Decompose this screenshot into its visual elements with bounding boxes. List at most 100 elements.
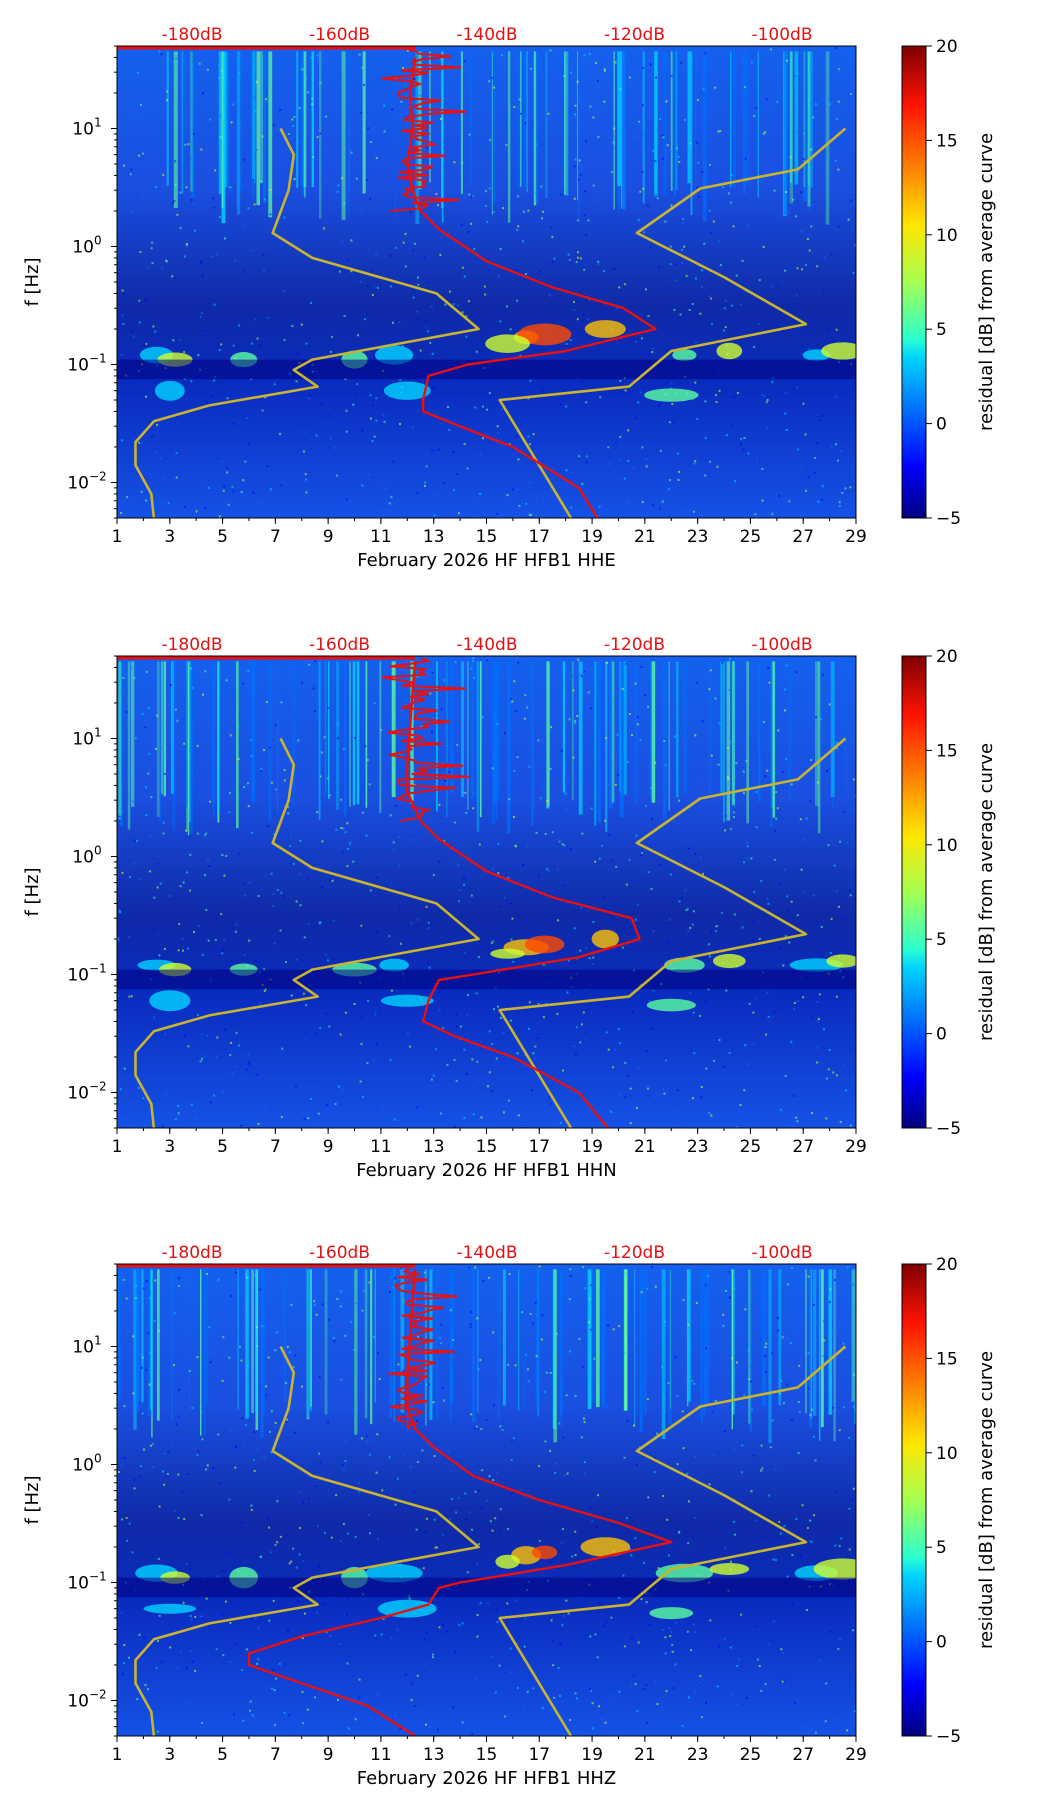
spectrogram-pixel [789,1342,792,1345]
microseism-blob [524,935,565,954]
spectrogram-pixel [142,152,144,155]
spectrogram-pixel [638,120,641,123]
spectrogram-pixel [669,873,672,876]
spectrogram-pixel [361,66,364,69]
spectrogram-streak [188,1269,190,1409]
spectrogram-pixel [252,96,255,99]
spectrogram-pixel [667,941,670,944]
microseism-blob [490,948,525,959]
spectrogram-pixel [715,925,718,928]
spectrogram-streak [769,661,773,828]
spectrogram-pixel [145,499,148,502]
spectrogram-pixel [182,949,184,952]
spectrogram-pixel [275,1331,278,1334]
spectrogram-pixel [486,1499,489,1502]
spectrogram-pixel [816,265,819,268]
spectrogram-streak [592,1269,596,1403]
spectrogram-pixel [811,1408,814,1411]
spectrogram-pixel [250,1508,253,1511]
spectrogram-pixel [656,1432,659,1435]
spectrogram-pixel [392,841,395,844]
spectrogram-pixel [280,1115,283,1118]
spectrogram-pixel [676,1111,679,1114]
spectrogram-pixel [700,857,702,860]
spectrogram-pixel [314,1485,317,1487]
spectrogram-pixel [645,1601,648,1604]
spectrogram-pixel [360,1300,363,1303]
spectrogram-pixel [573,309,576,312]
spectrogram-pixel [211,197,214,200]
spectrogram-pixel [145,1280,148,1283]
spectrogram-pixel [361,811,364,814]
spectrogram-pixel [247,1063,250,1065]
spectrogram-pixel [759,721,762,724]
spectrogram-pixel [707,1274,710,1277]
spectrogram-pixel [578,159,581,162]
spectrogram-streak [429,1269,433,1420]
spectrogram-pixel [458,1624,461,1627]
spectrogram-pixel [172,339,175,342]
spectrogram-pixel [150,247,153,250]
spectrogram-pixel [667,488,670,491]
spectrogram-pixel [131,1551,134,1554]
spectrogram-pixel [468,1266,471,1269]
spectrogram-pixel [571,1555,574,1558]
spectrogram-pixel [513,680,516,683]
spectrogram-pixel [264,1105,267,1108]
spectrogram-pixel [392,848,395,851]
spectrogram-streak [319,51,322,219]
db-axis-label: -180dB [161,635,222,655]
spectrogram-pixel [764,1346,767,1348]
spectrogram-pixel [639,739,642,742]
spectrogram-pixel [208,1352,210,1355]
spectrogram-pixel [853,1710,856,1713]
spectrogram-pixel [143,1274,145,1276]
spectrogram-pixel [225,679,228,682]
spectrogram-pixel [630,1684,633,1687]
spectrogram-pixel [810,759,812,761]
spectrogram-pixel [646,1398,649,1401]
spectrogram-pixel [752,920,755,923]
spectrogram-pixel [366,1440,369,1443]
spectrogram-pixel [646,1287,649,1290]
spectrogram-streak [300,51,304,188]
spectrogram-pixel [324,181,327,184]
spectrogram-pixel [282,290,285,293]
spectrogram-pixel [158,1330,161,1332]
spectrogram-pixel [227,503,230,506]
spectrogram-pixel [319,775,322,778]
spectrogram-pixel [446,1630,449,1633]
spectrogram-pixel [561,1528,564,1531]
spectrogram-pixel [190,1103,193,1106]
spectrogram-pixel [336,722,339,725]
spectrogram-pixel [282,895,285,898]
spectrogram-pixel [319,1026,322,1029]
spectrogram-pixel [297,1600,300,1603]
spectrogram-pixel [162,173,165,176]
spectrogram-streak [851,1269,855,1402]
spectrogram-pixel [176,719,179,722]
spectrogram-pixel [669,245,672,248]
spectrogram-pixel [169,692,172,695]
spectrogram-pixel [717,130,720,133]
spectrogram-pixel [268,1430,271,1433]
spectrogram-pixel [553,257,556,260]
db-axis-label: -120dB [604,25,665,45]
spectrogram-pixel [178,1388,181,1391]
spectrogram-pixel [594,1633,597,1636]
spectrogram-pixel [183,1034,186,1037]
db-axis-label: -100dB [751,1243,812,1263]
spectrogram-pixel [365,178,368,181]
spectrogram-pixel [301,1385,304,1388]
spectrogram-pixel [629,1087,632,1090]
spectrogram-pixel [154,1350,157,1353]
spectrogram-pixel [500,667,502,670]
spectrogram-pixel [838,505,841,507]
spectrogram-pixel [298,107,301,110]
spectrogram-pixel [613,127,616,130]
spectrogram-pixel [145,670,148,673]
spectrogram-pixel [191,686,194,689]
spectrogram-pixel [573,1045,576,1047]
spectrogram-pixel [580,906,583,909]
spectrogram-pixel [373,1719,376,1722]
